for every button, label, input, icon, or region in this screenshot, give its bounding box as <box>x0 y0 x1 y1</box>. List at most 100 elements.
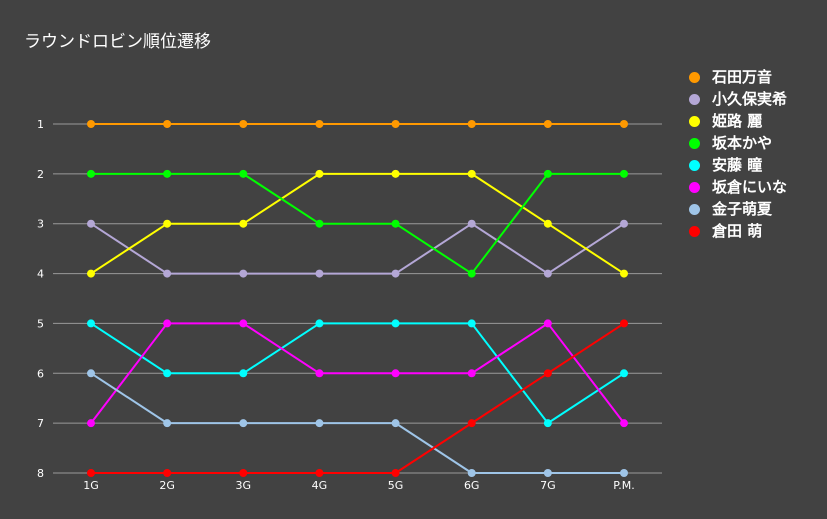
data-point <box>391 120 400 128</box>
y-tick-label: 8 <box>37 467 44 480</box>
legend-swatch-icon <box>689 137 700 149</box>
legend-label: 倉田 萌 <box>712 222 763 240</box>
series-line-7 <box>90 372 624 474</box>
data-point <box>467 219 476 228</box>
data-point <box>239 369 248 378</box>
legend-label: 金子萌夏 <box>712 200 773 218</box>
data-point <box>87 469 95 477</box>
data-point <box>163 120 172 128</box>
data-point <box>87 120 95 128</box>
data-point <box>239 319 248 328</box>
series-line-2 <box>90 222 625 275</box>
data-point <box>163 369 172 378</box>
data-point <box>315 219 324 228</box>
data-point <box>543 169 552 178</box>
series-line-8 <box>91 322 625 474</box>
legend-item: 倉田 萌 <box>689 220 787 242</box>
data-point <box>620 269 628 278</box>
data-point <box>391 419 400 428</box>
data-point <box>620 319 628 328</box>
data-point <box>620 469 628 477</box>
series-points <box>87 120 628 477</box>
data-point <box>163 319 172 328</box>
data-point <box>467 269 476 278</box>
data-point <box>543 419 552 428</box>
legend-label: 坂本かや <box>712 134 773 152</box>
data-point <box>163 269 172 278</box>
data-point <box>163 419 172 428</box>
data-point <box>315 319 324 328</box>
legend-label: 小久保実希 <box>712 90 788 108</box>
data-point <box>163 469 172 477</box>
legend-item: 安藤 瞳 <box>689 154 787 176</box>
data-point <box>467 419 476 428</box>
x-axis-tick-labels: 1G 2G 3G 4G 5G 6G 7G P.M. <box>83 479 634 492</box>
legend-label: 安藤 瞳 <box>712 156 763 174</box>
legend-item: 石田万音 <box>689 66 787 88</box>
data-point <box>543 219 552 228</box>
x-tick-label: 4G <box>312 479 328 492</box>
data-point <box>315 120 324 128</box>
data-point <box>239 419 248 428</box>
data-point <box>620 120 628 128</box>
legend: 石田万音小久保実希姫路 麗坂本かや安藤 瞳坂倉にいな金子萌夏倉田 萌 <box>689 66 787 242</box>
data-point <box>620 219 628 228</box>
data-point <box>87 319 95 328</box>
data-point <box>391 169 400 178</box>
y-tick-label: 6 <box>37 367 44 380</box>
data-point <box>239 269 248 278</box>
legend-item: 坂倉にいな <box>689 176 787 198</box>
data-point <box>87 219 95 228</box>
x-tick-label: 6G <box>464 479 480 492</box>
data-point <box>391 319 400 328</box>
legend-swatch-icon <box>689 203 700 215</box>
data-point <box>467 120 476 128</box>
data-point <box>315 469 324 477</box>
legend-swatch-icon <box>689 71 700 83</box>
data-point <box>620 169 628 178</box>
legend-swatch-icon <box>689 115 700 127</box>
series-line-6 <box>90 322 625 424</box>
series-lines <box>90 123 625 474</box>
x-tick-label: P.M. <box>613 479 634 492</box>
legend-item: 姫路 麗 <box>689 110 787 132</box>
data-point <box>467 319 476 328</box>
data-point <box>391 369 400 378</box>
series-line-3 <box>90 172 625 275</box>
x-tick-label: 2G <box>159 479 175 492</box>
y-tick-label: 3 <box>37 218 44 231</box>
data-point <box>87 269 95 278</box>
data-point <box>315 169 324 178</box>
data-point <box>87 369 95 378</box>
x-tick-label: 3G <box>236 479 252 492</box>
data-point <box>391 469 400 477</box>
legend-label: 石田万音 <box>712 68 773 86</box>
x-tick-label: 1G <box>83 479 99 492</box>
x-tick-label: 7G <box>540 479 556 492</box>
legend-item: 金子萌夏 <box>689 198 787 220</box>
legend-swatch-icon <box>689 93 700 105</box>
data-point <box>467 369 476 378</box>
series-line-4 <box>91 172 624 275</box>
data-point <box>163 219 172 228</box>
data-point <box>467 169 476 178</box>
legend-swatch-icon <box>689 159 700 171</box>
y-tick-label: 2 <box>37 168 44 181</box>
y-tick-label: 4 <box>37 268 44 281</box>
legend-item: 小久保実希 <box>689 88 787 110</box>
data-point <box>543 319 552 328</box>
data-point <box>620 419 628 428</box>
data-point <box>239 469 248 477</box>
data-point <box>239 219 248 228</box>
series-line-5 <box>90 322 625 425</box>
data-point <box>543 120 552 128</box>
data-point <box>391 269 400 278</box>
data-point <box>543 469 552 477</box>
data-point <box>315 369 324 378</box>
legend-swatch-icon <box>689 225 700 237</box>
data-point <box>391 219 400 228</box>
data-point <box>239 169 248 178</box>
data-point <box>315 419 324 428</box>
y-tick-label: 5 <box>37 317 44 330</box>
